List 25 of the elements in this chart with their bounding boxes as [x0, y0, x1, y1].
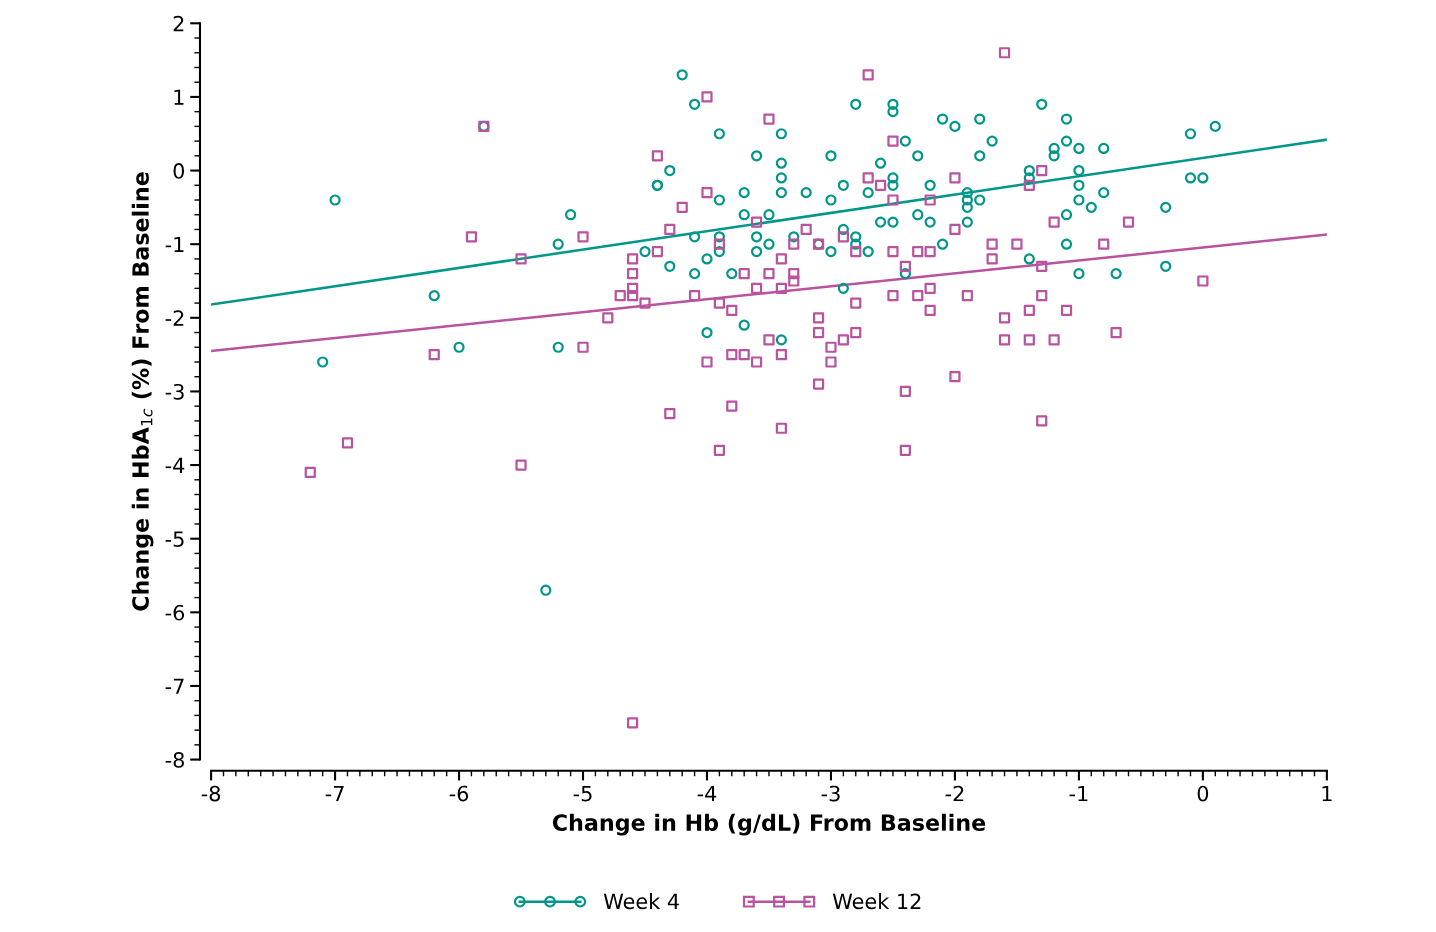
- x-tick-label: -8: [201, 785, 221, 802]
- y-tick-label: -8: [165, 752, 184, 768]
- x-tick-label: 1: [1322, 785, 1332, 802]
- y-tick-label: -2: [165, 310, 184, 326]
- y-tick-label: 0: [173, 163, 185, 179]
- y-tick-label: -3: [165, 383, 184, 400]
- legend-label: Week 4: [603, 893, 679, 910]
- legend-label: Week 12: [832, 893, 921, 910]
- x-tick-label: -4: [697, 785, 717, 802]
- x-tick-label: -3: [821, 785, 840, 802]
- x-axis-title: Change in Hb (g/dL) From Baseline: [552, 813, 986, 836]
- x-tick-label: -5: [573, 785, 592, 802]
- x-tick-label: -2: [945, 785, 964, 802]
- y-tick-label: -4: [165, 457, 185, 473]
- x-tick-label: -1: [1069, 785, 1088, 802]
- y-tick-label: -1: [165, 236, 184, 253]
- y-axis-title: Change in HbA$_{1c}$ (%) From Baseline: [131, 172, 154, 611]
- y-tick-label: 1: [174, 89, 184, 105]
- y-tick-label: -6: [165, 604, 185, 621]
- y-tick-label: -7: [165, 678, 184, 694]
- y-tick-label: 2: [173, 15, 184, 32]
- x-tick-label: 0: [1197, 785, 1209, 802]
- x-tick-label: -7: [325, 785, 344, 802]
- x-tick-label: -6: [449, 785, 469, 802]
- y-tick-label: -5: [165, 531, 184, 547]
